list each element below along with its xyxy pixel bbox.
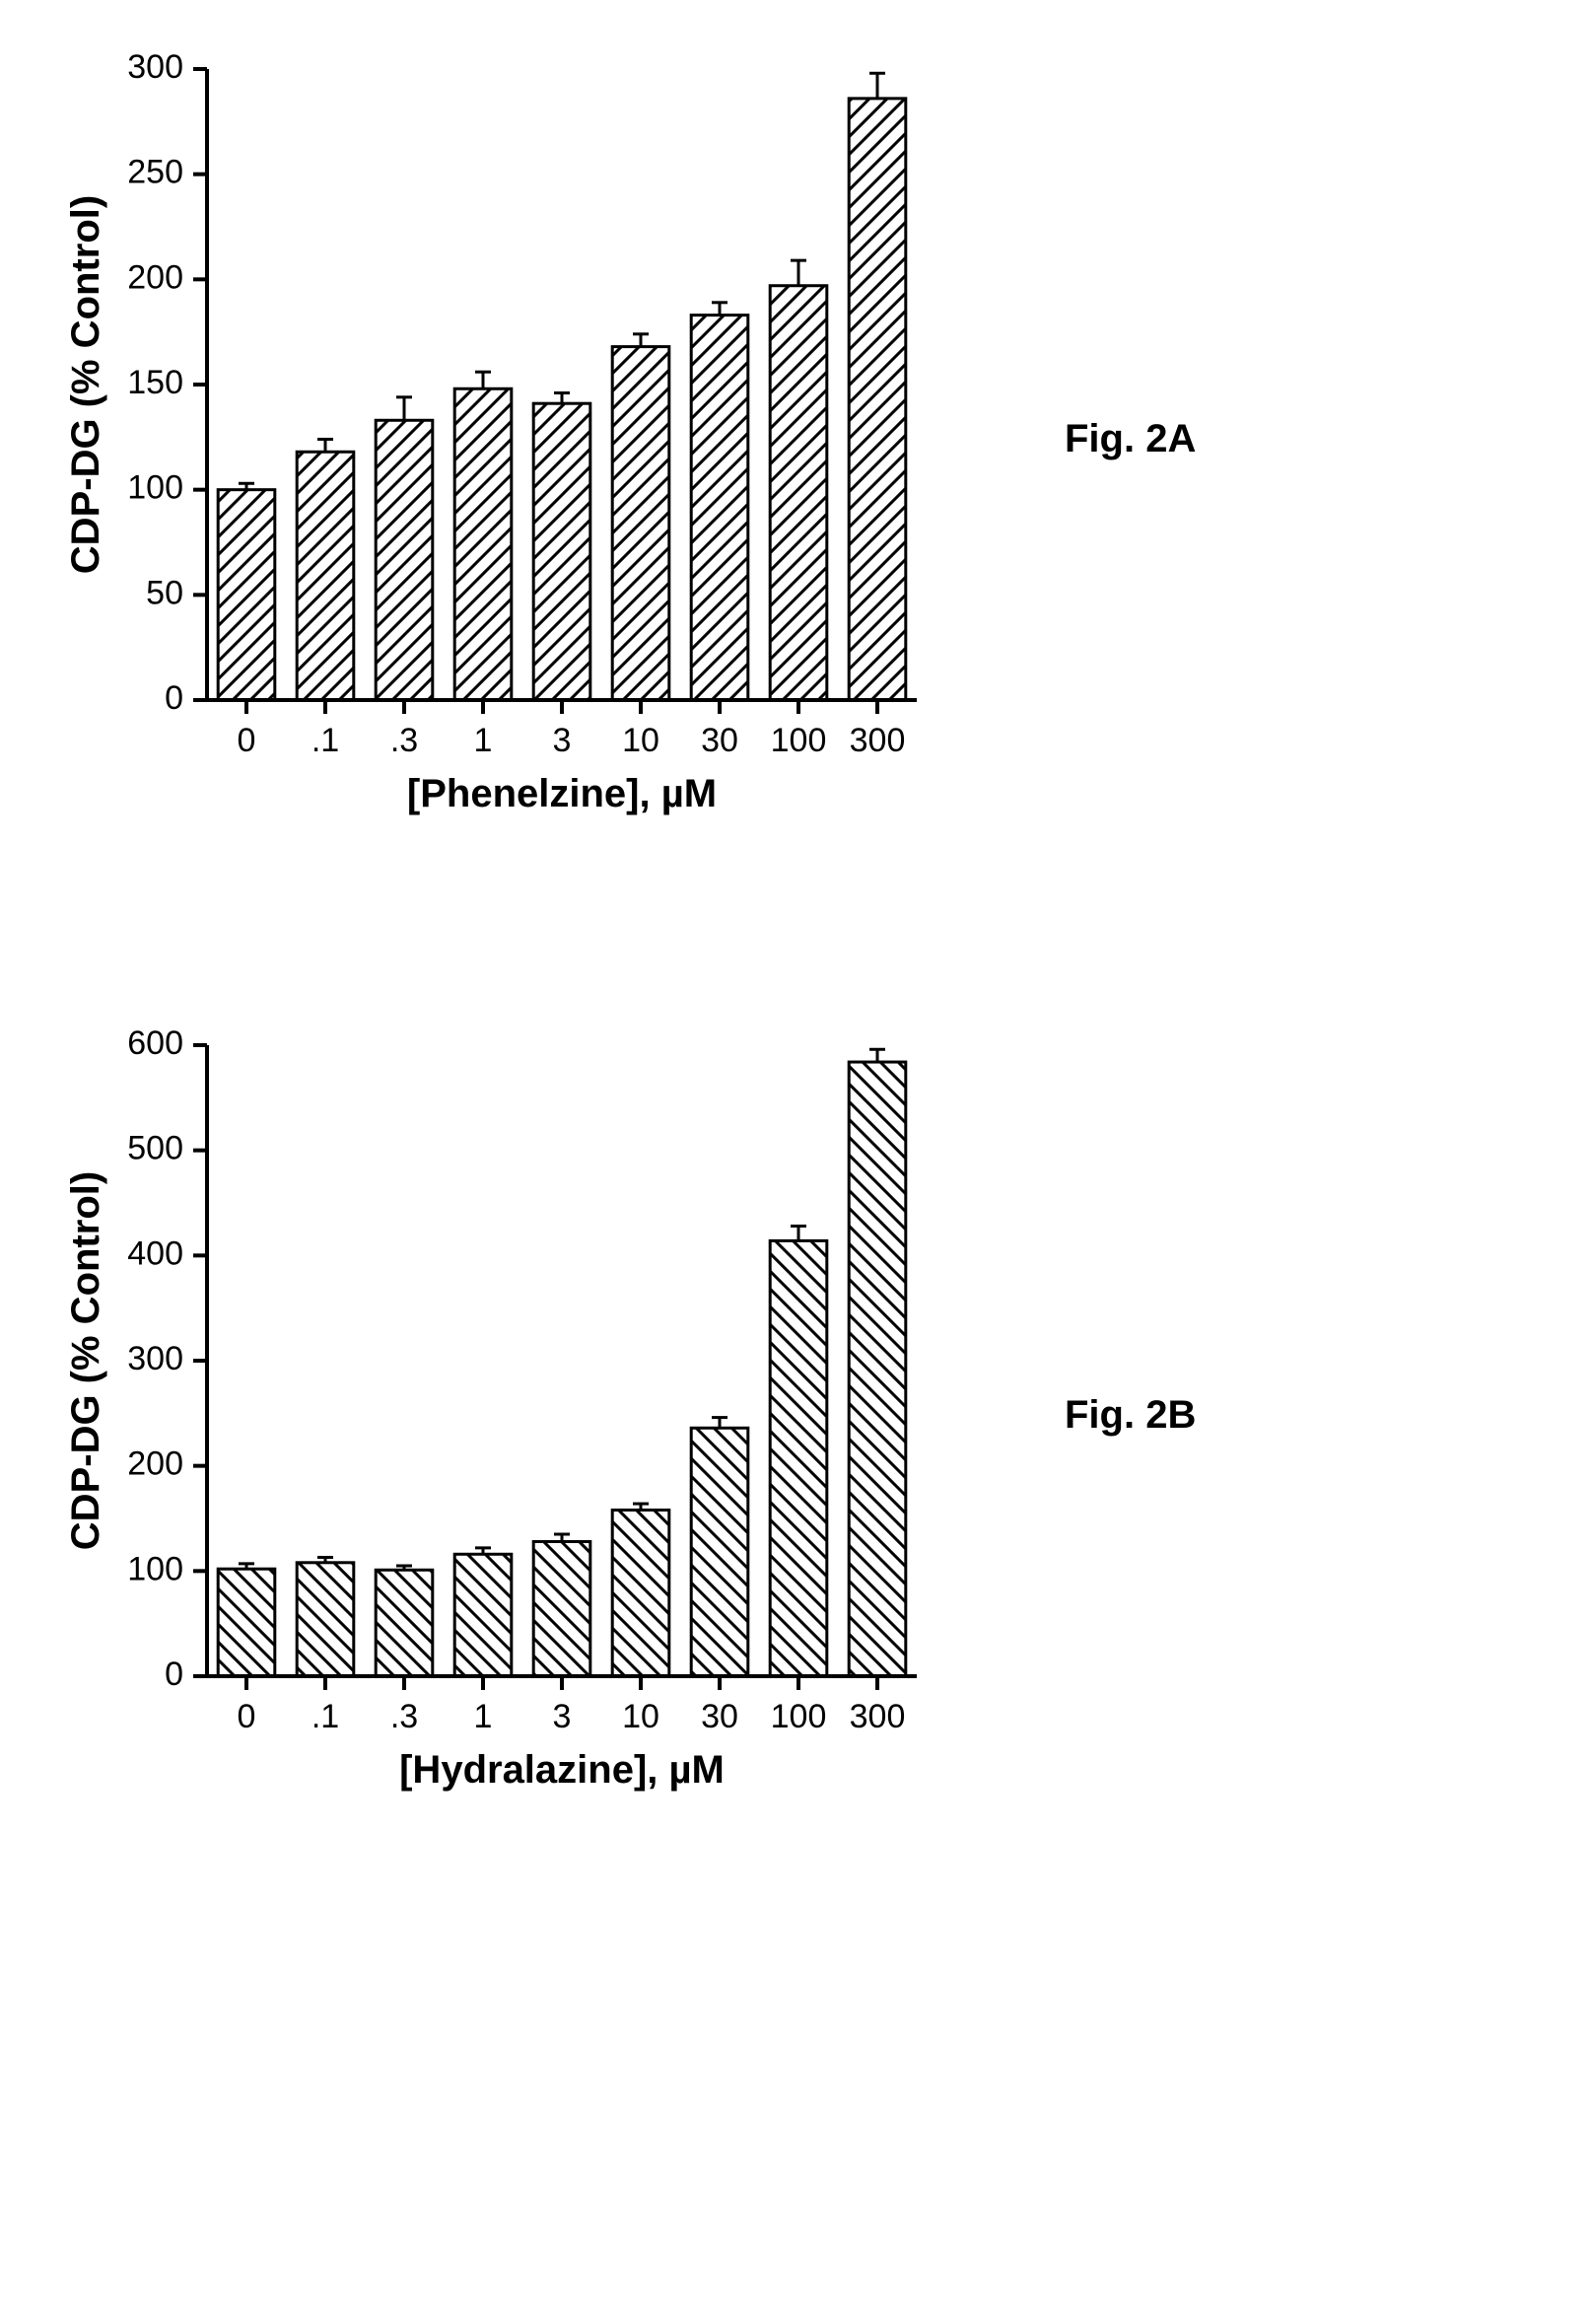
bar <box>691 1428 748 1676</box>
y-tick-label: 0 <box>165 1655 183 1693</box>
bar <box>849 1062 906 1676</box>
x-axis-label: [Hydralazine], µM <box>399 1748 725 1792</box>
x-tick-label: 0 <box>238 1698 256 1735</box>
x-tick-label: 30 <box>701 722 738 759</box>
x-tick-label: 10 <box>622 722 659 759</box>
bar <box>612 1510 669 1676</box>
y-tick-label: 100 <box>127 1550 183 1587</box>
bar <box>376 420 433 700</box>
figure-2b-label: Fig. 2B <box>1065 1393 1196 1438</box>
y-tick-label: 300 <box>127 1340 183 1377</box>
x-tick-label: 1 <box>474 1698 493 1735</box>
bar <box>297 452 354 700</box>
bar <box>454 1554 512 1676</box>
x-tick-label: 30 <box>701 1698 738 1735</box>
figure-2b-wrap: 0 100 200 300 400 500 600 0 .1 .3 1 3 10 30 100 300 CDP-… <box>39 1016 1554 1814</box>
bar <box>218 490 275 700</box>
y-tick-label: 600 <box>127 1024 183 1062</box>
figure-2a-label: Fig. 2A <box>1065 417 1196 461</box>
bar <box>376 1570 433 1676</box>
y-tick-label: 100 <box>127 469 183 507</box>
y-tick-label: 150 <box>127 364 183 401</box>
x-tick-label: 300 <box>850 1698 906 1735</box>
x-tick-label: 0 <box>238 722 256 759</box>
x-tick-label: 1 <box>474 722 493 759</box>
x-tick-label: .3 <box>390 1698 418 1735</box>
x-tick-label: 3 <box>553 722 572 759</box>
y-tick-label: 50 <box>146 574 183 611</box>
x-tick-label: 10 <box>622 1698 659 1735</box>
figure-2a-wrap: 0 50 100 150 200 250 300 0 .1 .3 1 3 10 30 100 300 CDP-D… <box>39 39 1554 838</box>
bar <box>770 1240 827 1676</box>
y-axis-label: CDP-DG (% Control) <box>64 195 107 574</box>
bar <box>454 388 512 700</box>
bar <box>612 347 669 700</box>
chart-2b: 0 100 200 300 400 500 600 0 .1 .3 1 3 10 30 100 300 CDP-… <box>39 1016 946 1814</box>
y-tick-label: 200 <box>127 258 183 296</box>
x-axis-label: [Phenelzine], µM <box>407 772 717 815</box>
y-tick-label: 250 <box>127 154 183 191</box>
bar <box>297 1563 354 1676</box>
bar <box>218 1569 275 1676</box>
bar <box>691 316 748 700</box>
x-tick-label: .1 <box>312 1698 339 1735</box>
x-tick-label: 100 <box>771 1698 827 1735</box>
y-axis-label: CDP-DG (% Control) <box>64 1171 107 1550</box>
chart-svg: 0 100 200 300 400 500 600 0 .1 .3 1 3 10 30 100 300 CDP-… <box>39 1016 946 1814</box>
bar <box>849 99 906 700</box>
y-tick-label: 0 <box>165 679 183 717</box>
chart-2a: 0 50 100 150 200 250 300 0 .1 .3 1 3 10 30 100 300 CDP-D… <box>39 39 946 838</box>
x-tick-label: .3 <box>390 722 418 759</box>
y-tick-label: 500 <box>127 1130 183 1167</box>
x-tick-label: 100 <box>771 722 827 759</box>
chart-svg: 0 50 100 150 200 250 300 0 .1 .3 1 3 10 30 100 300 CDP-D… <box>39 39 946 838</box>
y-tick-label: 400 <box>127 1234 183 1272</box>
bar <box>770 286 827 700</box>
x-tick-label: 300 <box>850 722 906 759</box>
y-tick-label: 300 <box>127 48 183 86</box>
x-tick-label: .1 <box>312 722 339 759</box>
x-tick-label: 3 <box>553 1698 572 1735</box>
bar <box>533 1541 590 1676</box>
y-tick-label: 200 <box>127 1445 183 1483</box>
bar <box>533 403 590 700</box>
